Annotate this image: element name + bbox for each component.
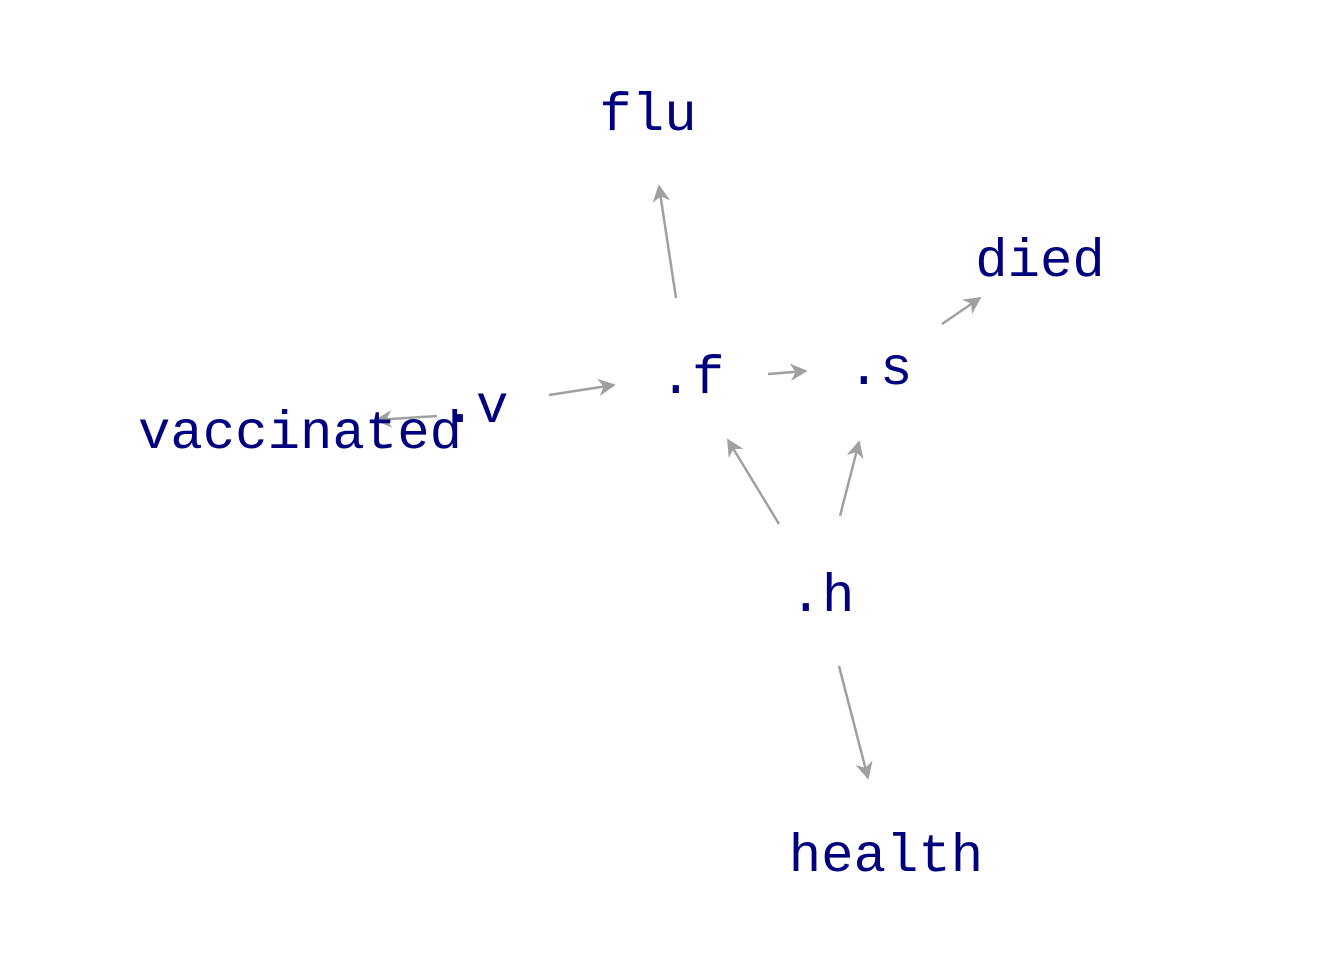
edges-layer: [374, 184, 982, 780]
node-flu: flu: [599, 86, 696, 147]
edge-v-to-vaccinated: [374, 410, 438, 428]
node-v: .v: [444, 378, 509, 439]
node-died: died: [975, 232, 1105, 293]
nodes-layer: flu died .f .s .v vaccinated .h health: [138, 86, 1105, 888]
edge-f-to-flu: [652, 184, 678, 299]
edge-h-to-health: [837, 665, 873, 780]
edge-s-to-died: [941, 296, 982, 326]
node-h: .h: [790, 567, 855, 628]
node-s: .s: [848, 340, 913, 401]
node-f: .f: [660, 349, 725, 410]
edge-h-to-s: [838, 440, 864, 517]
node-health: health: [789, 827, 983, 888]
edge-h-to-f: [726, 438, 781, 525]
edge-f-to-s: [767, 363, 808, 381]
node-vaccinated: vaccinated: [138, 404, 462, 465]
edge-v-to-f: [548, 378, 616, 397]
